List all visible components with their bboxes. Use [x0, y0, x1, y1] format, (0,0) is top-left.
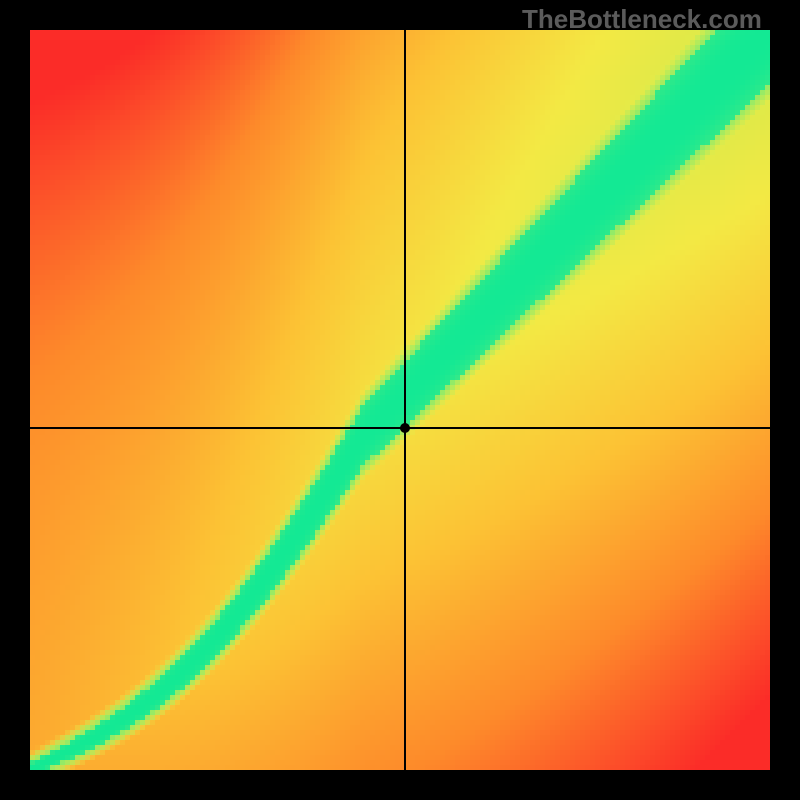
bottleneck-heatmap	[0, 0, 800, 800]
crosshair-vertical	[404, 30, 406, 770]
watermark-text: TheBottleneck.com	[522, 4, 762, 35]
marker-point	[400, 423, 410, 433]
